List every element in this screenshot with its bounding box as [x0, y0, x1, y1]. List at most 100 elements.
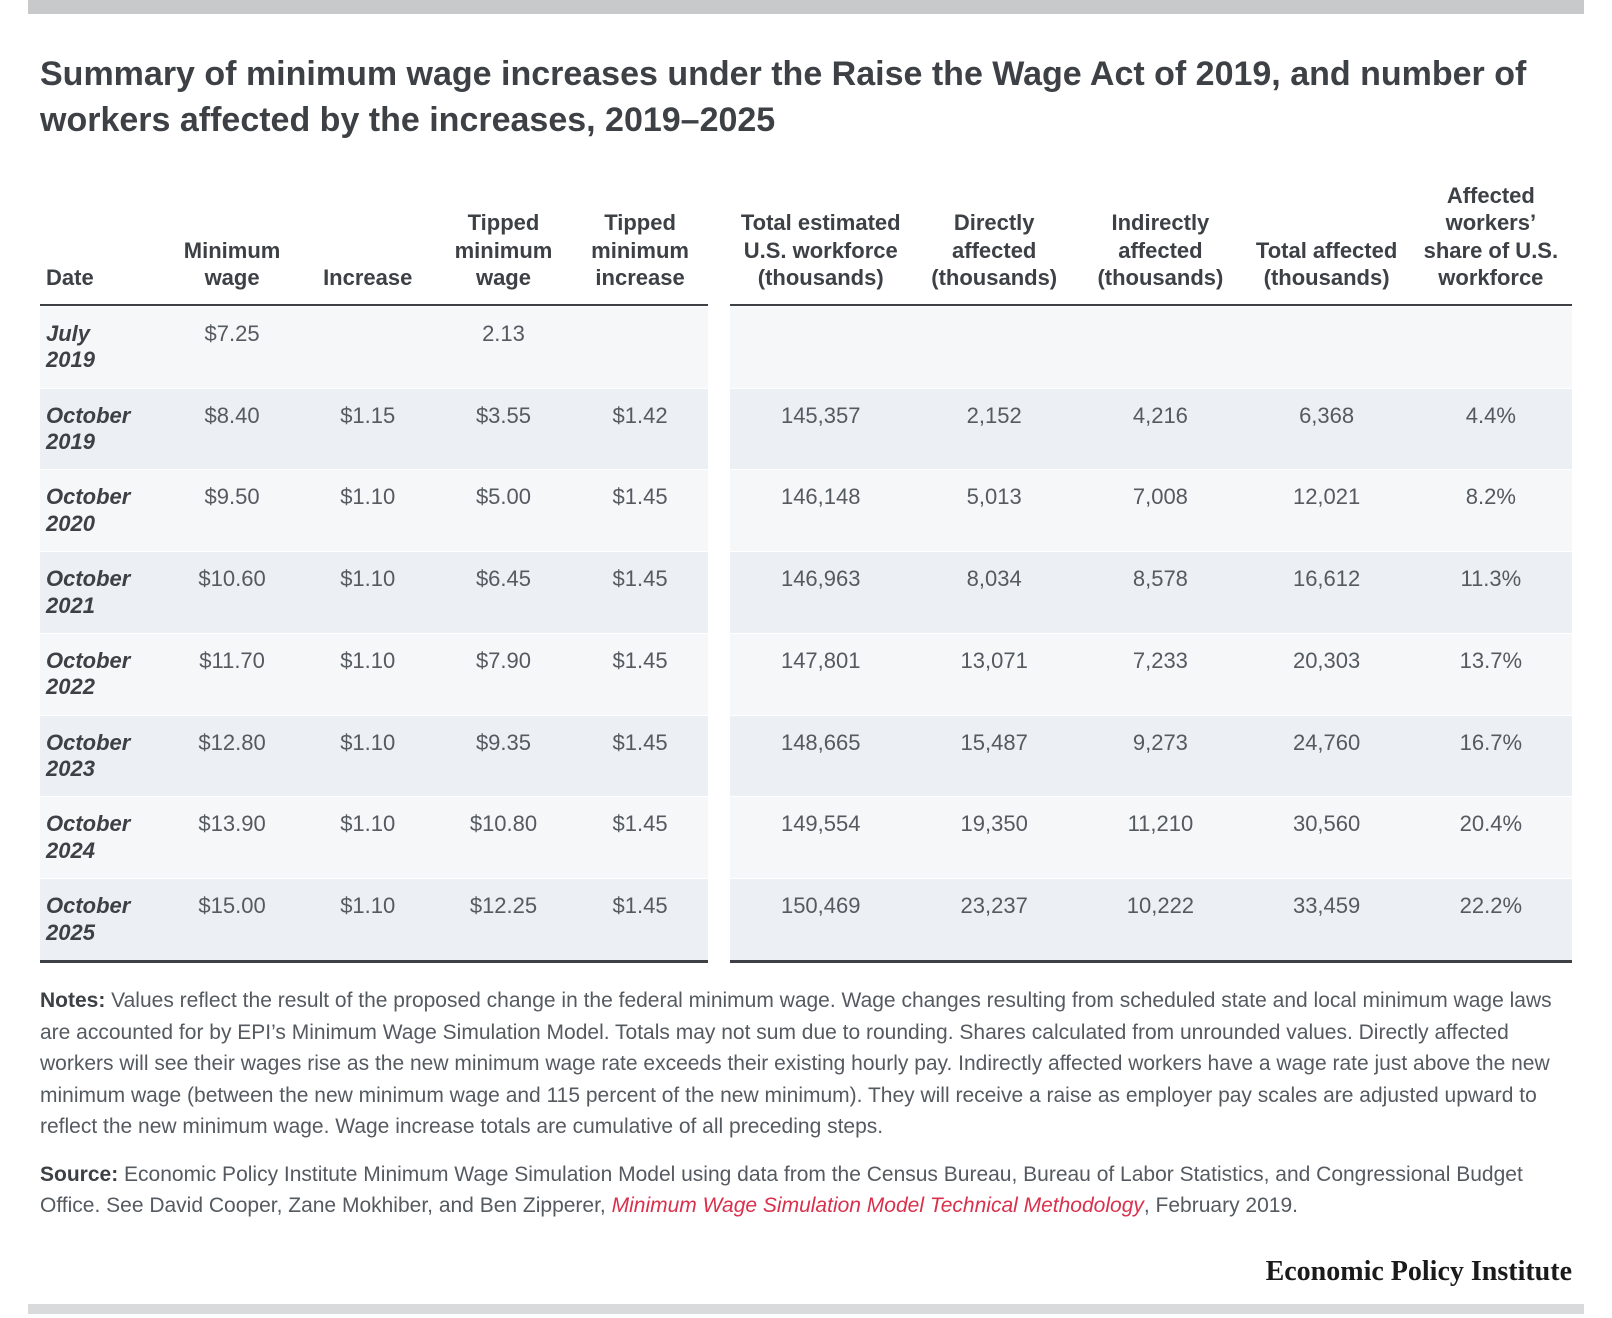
table-body: July2019$7.252.13October2019$8.40$1.15$3…	[40, 306, 1572, 963]
page-title: Summary of minimum wage increases under …	[40, 52, 1540, 144]
cell: 146,963	[730, 551, 911, 633]
cell: 150,469	[730, 878, 911, 963]
cell: 5,013	[911, 469, 1077, 551]
cell-gap	[708, 878, 730, 963]
cell: 33,459	[1244, 878, 1410, 963]
cell: 4,216	[1077, 388, 1243, 470]
cell: $3.55	[435, 388, 572, 470]
cell: 13,071	[911, 633, 1077, 715]
cell: $1.10	[300, 715, 435, 797]
document-body: Summary of minimum wage increases under …	[0, 14, 1612, 1248]
table-row: October2021$10.60$1.10$6.45$1.45146,9638…	[40, 551, 1572, 633]
cell: 16.7%	[1410, 715, 1572, 797]
brand-footer: Economic Policy Institute	[0, 1248, 1612, 1298]
cell: $1.45	[572, 796, 709, 878]
cell-date: July2019	[40, 306, 164, 388]
cell-gap	[708, 796, 730, 878]
cell: $6.45	[435, 551, 572, 633]
bottom-divider	[28, 1304, 1584, 1314]
notes-paragraph: Notes: Values reflect the result of the …	[40, 985, 1572, 1143]
cell: 8,034	[911, 551, 1077, 633]
cell	[1410, 306, 1572, 388]
cell: $13.90	[164, 796, 300, 878]
cell: 145,357	[730, 388, 911, 470]
col-tmin: Tipped minimum wage	[435, 172, 572, 306]
cell	[300, 306, 435, 388]
cell: $1.10	[300, 551, 435, 633]
source-text-post: , February 2019.	[1144, 1194, 1298, 1217]
cell: 2.13	[435, 306, 572, 388]
table-row: October2022$11.70$1.10$7.90$1.45147,8011…	[40, 633, 1572, 715]
table-header-row: Date Minimum wage Increase Tipped minimu…	[40, 172, 1572, 306]
cell: 7,008	[1077, 469, 1243, 551]
cell: 8,578	[1077, 551, 1243, 633]
notes-block: Notes: Values reflect the result of the …	[40, 985, 1572, 1222]
cell: 23,237	[911, 878, 1077, 963]
cell-date: October2025	[40, 878, 164, 963]
cell: 16,612	[1244, 551, 1410, 633]
cell: 147,801	[730, 633, 911, 715]
notes-label: Notes:	[40, 989, 105, 1012]
source-label: Source:	[40, 1163, 118, 1186]
cell-date: October2021	[40, 551, 164, 633]
cell	[1077, 306, 1243, 388]
cell: $1.10	[300, 878, 435, 963]
col-tinc: Tipped minimum increase	[572, 172, 709, 306]
cell: 10,222	[1077, 878, 1243, 963]
cell: $12.80	[164, 715, 300, 797]
wage-table: Date Minimum wage Increase Tipped minimu…	[40, 172, 1572, 963]
source-link[interactable]: Minimum Wage Simulation Model Technical …	[612, 1194, 1144, 1217]
cell: 11.3%	[1410, 551, 1572, 633]
cell-date: October2022	[40, 633, 164, 715]
cell: 6,368	[1244, 388, 1410, 470]
col-min: Minimum wage	[164, 172, 300, 306]
cell: $7.90	[435, 633, 572, 715]
col-date: Date	[40, 172, 164, 306]
cell: 13.7%	[1410, 633, 1572, 715]
notes-text: Values reflect the result of the propose…	[40, 989, 1552, 1138]
cell-date: October2024	[40, 796, 164, 878]
cell: $15.00	[164, 878, 300, 963]
table-row: July2019$7.25 2.13	[40, 306, 1572, 388]
cell: 8.2%	[1410, 469, 1572, 551]
col-inc: Increase	[300, 172, 435, 306]
cell: $12.25	[435, 878, 572, 963]
table-row: October2019$8.40$1.15$3.55$1.42 145,3572,…	[40, 388, 1572, 470]
cell: $11.70	[164, 633, 300, 715]
table-row: October2020$9.50$1.10$5.00$1.45146,1485,…	[40, 469, 1572, 551]
top-divider	[28, 0, 1584, 14]
col-share: Affected workers’ share of U.S. workforc…	[1410, 172, 1572, 306]
cell-gap	[708, 633, 730, 715]
cell: 2,152	[911, 388, 1077, 470]
table-row: October2023$12.80$1.10$9.35$1.45148,6651…	[40, 715, 1572, 797]
cell-gap	[708, 469, 730, 551]
cell: $1.45	[572, 633, 709, 715]
col-gap	[708, 172, 730, 306]
cell: 146,148	[730, 469, 911, 551]
cell-gap	[708, 388, 730, 470]
col-ind: Indirectly affected (thousands)	[1077, 172, 1243, 306]
col-wf: Total estimated U.S. workforce (thousand…	[730, 172, 911, 306]
cell: $1.45	[572, 469, 709, 551]
cell-date: October2023	[40, 715, 164, 797]
cell: $1.15	[300, 388, 435, 470]
cell: $9.35	[435, 715, 572, 797]
cell: $8.40	[164, 388, 300, 470]
cell: $10.60	[164, 551, 300, 633]
cell-date: October2019	[40, 388, 164, 470]
col-tot: Total affected (thousands)	[1244, 172, 1410, 306]
cell: $1.42	[572, 388, 709, 470]
cell: 19,350	[911, 796, 1077, 878]
cell: 15,487	[911, 715, 1077, 797]
cell: $9.50	[164, 469, 300, 551]
cell: 9,273	[1077, 715, 1243, 797]
cell: 20,303	[1244, 633, 1410, 715]
cell: 149,554	[730, 796, 911, 878]
cell	[911, 306, 1077, 388]
table-row: October2024$13.90$1.10$10.80$1.45149,554…	[40, 796, 1572, 878]
cell-gap	[708, 551, 730, 633]
cell: $1.45	[572, 551, 709, 633]
cell: $5.00	[435, 469, 572, 551]
cell-gap	[708, 306, 730, 388]
cell: $7.25	[164, 306, 300, 388]
